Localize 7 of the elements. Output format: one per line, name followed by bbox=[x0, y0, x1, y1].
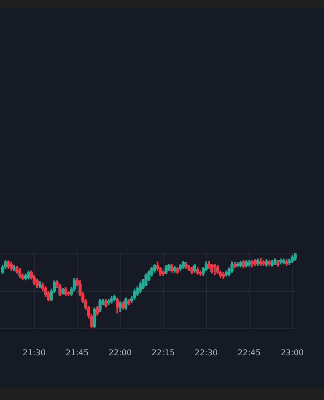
x-tick-label: 22:15 bbox=[152, 348, 175, 358]
x-tick-label: 22:00 bbox=[108, 348, 132, 358]
x-tick-label: 22:30 bbox=[194, 348, 218, 358]
x-tick-label: 23:00 bbox=[280, 348, 304, 358]
x-tick-label: 21:30 bbox=[22, 348, 46, 358]
x-tick-label: 22:45 bbox=[238, 348, 261, 358]
x-tick-label: 21:45 bbox=[66, 348, 89, 358]
